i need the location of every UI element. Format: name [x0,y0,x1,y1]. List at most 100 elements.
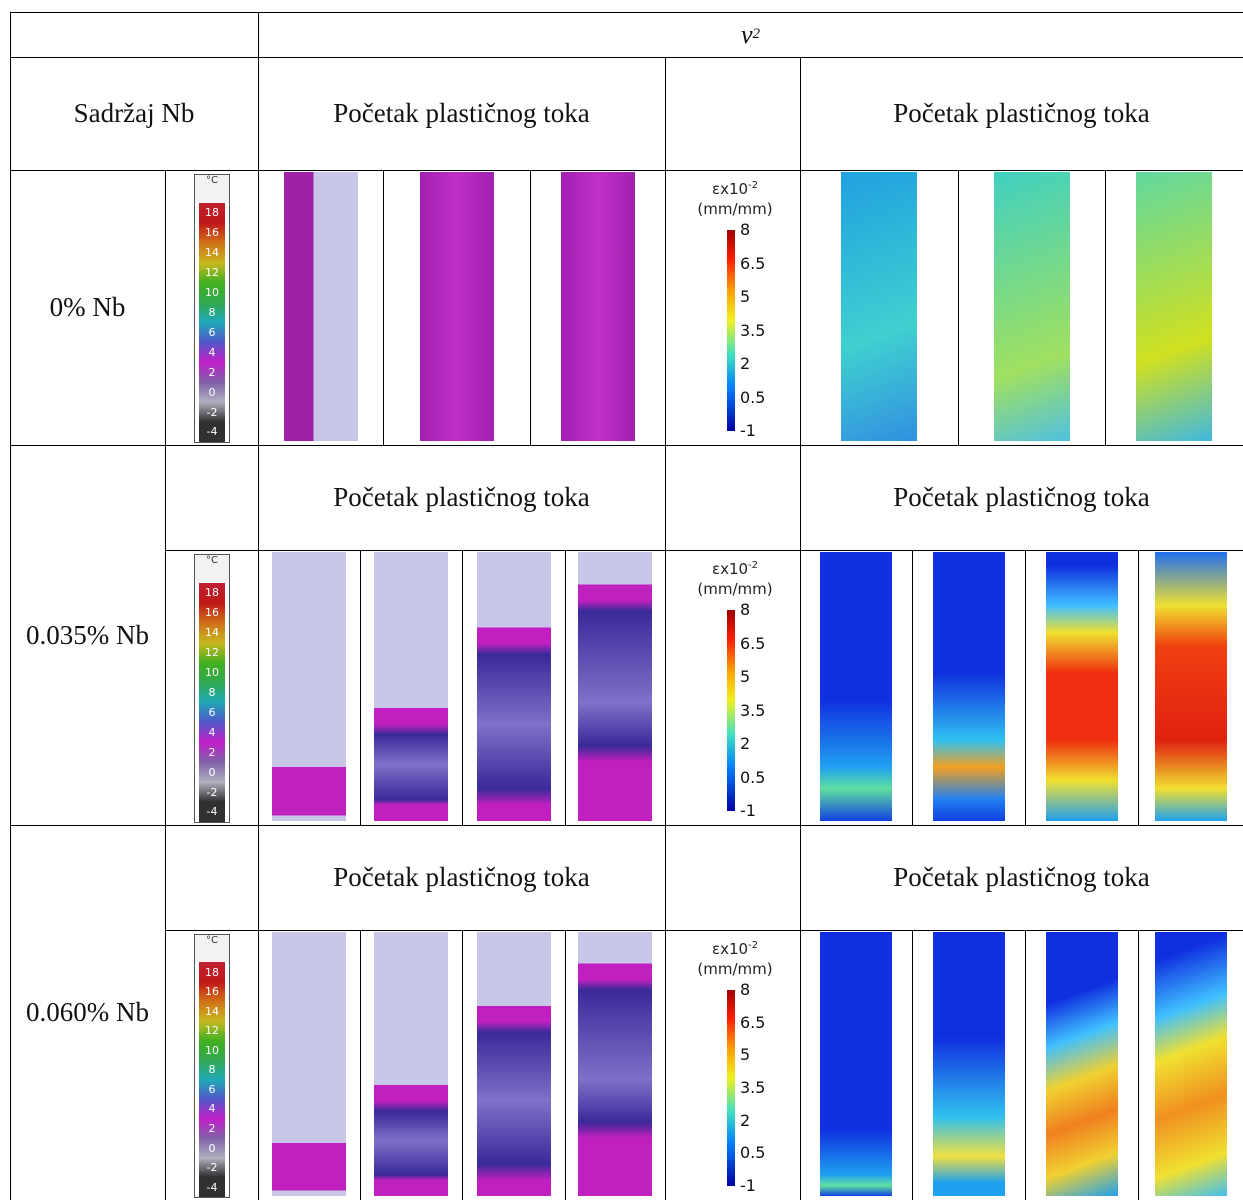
temperature-tick: 6 [199,1079,225,1100]
grid-line [165,170,166,1200]
temperature-tick: 8 [199,682,225,703]
strain-exponent: -2 [748,940,759,951]
thermal-title: Početak plastičnog toka [333,482,590,512]
grid-line [958,170,959,445]
row-label: 0.060% Nb [26,997,149,1027]
strain-title: Početak plastičnog toka [893,862,1150,892]
temperature-tick: 6 [199,702,225,723]
strain-colorbar [727,610,735,811]
strain-tick: 3.5 [740,700,766,720]
grid-line [10,12,11,1200]
grid-line [462,550,463,825]
temperature-tick: -2 [199,1157,225,1178]
grid-line [530,170,531,445]
thermal-title: Početak plastičnog toka [333,862,590,892]
temperature-tick: 14 [199,1001,225,1022]
temperature-colorbar: °C 18 16 14 12 10 8 6 4 2 0 -2 -4 [194,174,230,443]
header-symbol: v [740,19,753,49]
grid-line [565,930,566,1200]
temperature-tick: 12 [199,1021,225,1041]
temperature-tick: -2 [199,402,225,423]
temperature-tick: 8 [199,1060,225,1080]
strain-image [1136,172,1212,441]
grid-line [383,170,384,445]
temperature-tick: 4 [199,722,225,743]
strain-image [1154,932,1227,1196]
temperature-tick: 12 [199,642,225,663]
strain-image [932,932,1005,1196]
thermal-image [272,552,346,821]
temperature-tick: 2 [199,362,225,383]
strain-tick: 2 [740,1110,751,1130]
strain-tick: 6.5 [740,1012,766,1032]
strain-scale: εx10-2 (mm/mm) [680,176,790,219]
grid-line [912,550,913,825]
strain-tick: 0.5 [740,1143,766,1163]
temperature-tick: 18 [199,202,225,223]
strain-colorbar [727,990,735,1186]
temperature-tick: 0 [199,382,225,403]
thermal-image [374,932,448,1196]
strain-tick: 3.5 [740,320,766,340]
grid-line [360,550,361,825]
grid-line [1138,930,1139,1200]
temperature-tick: 18 [199,582,225,603]
thermal-image [419,172,494,441]
temperature-tick: 8 [199,302,225,323]
strain-image [993,172,1070,441]
thermal-title: Početak plastičnog toka [333,98,590,128]
strain-tick: -1 [740,1176,756,1195]
strain-tick: 0.5 [740,387,766,407]
row-label: 0.035% Nb [26,619,149,650]
grid-line [10,445,1243,446]
grid-line [800,57,801,1200]
temperature-tick: -4 [199,802,225,822]
strain-tick: 8 [740,600,751,619]
temperature-tick: 16 [199,602,225,623]
temperature-tick: 4 [199,1099,225,1119]
header-subscript: 2 [752,26,761,42]
thermal-image [560,172,635,441]
thermal-image [476,552,551,821]
strain-title: Početak plastičnog toka [893,482,1150,512]
strain-tick: 3.5 [740,1078,766,1097]
column-header: Sadržaj Nb [73,98,195,128]
grid-line [10,57,1243,58]
strain-image [1045,552,1118,821]
row-label: 0% Nb [49,292,126,322]
temperature-tick: 10 [199,1040,225,1061]
grid-line [10,825,1243,826]
temperature-tick: 2 [199,1118,225,1139]
strain-tick: 8 [740,980,751,999]
strain-symbol: εx10 [711,560,749,578]
temperature-tick: 0 [199,762,225,783]
grid-line [258,12,259,1200]
strain-image [1154,552,1227,821]
temperature-tick: -4 [199,422,225,442]
temperature-tick: 18 [199,962,225,982]
temperature-unit: °C [195,555,229,583]
temperature-colorbar: °C 18 16 14 12 10 8 6 4 2 0 -2 -4 [194,554,230,823]
strain-scale: εx10-2 (mm/mm) [680,936,790,979]
temperature-tick: 6 [199,322,225,343]
strain-tick: 5 [740,667,751,686]
temperature-colorbar: °C 18 16 14 12 10 8 6 4 2 0 -2 -4 [194,934,230,1198]
strain-symbol: εx10 [711,940,749,958]
strain-image [820,932,892,1196]
thermal-image [374,552,448,821]
temperature-unit: °C [195,175,229,203]
strain-tick: 0.5 [740,767,766,787]
temperature-tick: -2 [199,782,225,803]
grid-line [1025,930,1026,1200]
thermal-image [476,932,551,1196]
grid-line [1138,550,1139,825]
grid-line [1025,550,1026,825]
strain-tick: 8 [740,220,751,239]
grid-line [665,57,666,1200]
temperature-tick: 14 [199,242,225,263]
strain-tick: -1 [740,421,756,440]
thermal-image [578,932,652,1196]
temperature-unit: °C [195,935,229,963]
temperature-tick: 16 [199,222,225,243]
